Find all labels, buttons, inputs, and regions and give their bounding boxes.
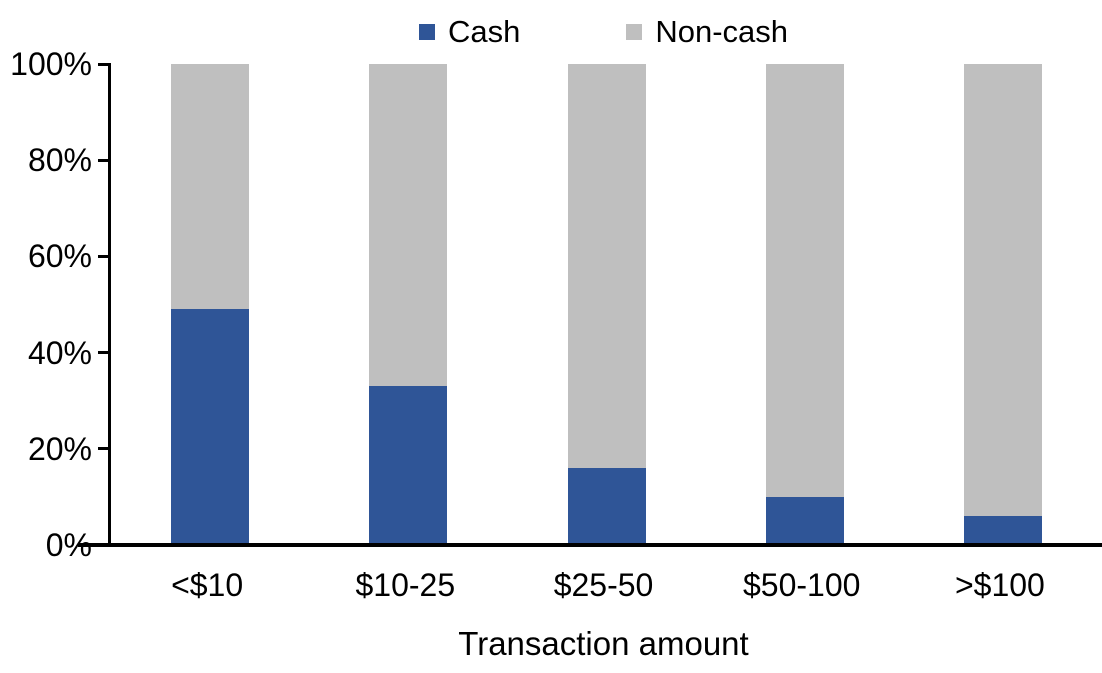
x-axis-title: Transaction amount — [458, 625, 749, 662]
non-cash-segment — [567, 64, 646, 469]
non-cash-segment — [963, 64, 1042, 517]
x-tick-label: $50-100 — [742, 567, 861, 603]
bar-slot — [507, 64, 705, 545]
stacked-bar-2 — [369, 64, 448, 545]
stacked-bar-1 — [171, 64, 250, 545]
cash-swatch-icon — [418, 24, 435, 40]
stacked-bar-3 — [567, 64, 646, 545]
legend-item-non-cash: Non-cash — [626, 12, 788, 52]
cash-segment — [369, 386, 448, 545]
x-tick-label: $10-25 — [355, 567, 456, 603]
non-cash-segment — [171, 64, 250, 310]
non-cash-swatch-icon — [626, 24, 643, 40]
y-axis-labels: 0% 20% 40% 60% 80% 100% — [0, 47, 92, 562]
stacked-bar-5 — [963, 64, 1042, 545]
legend: Cash Non-cash — [108, 12, 1099, 52]
y-tick-label: 40% — [27, 334, 92, 371]
y-tick-mark — [98, 351, 111, 355]
non-cash-segment — [369, 64, 448, 387]
stacked-bar-4 — [765, 64, 844, 545]
y-tick-label: 80% — [27, 142, 92, 179]
y-tick-label: 60% — [27, 238, 92, 275]
bars-container — [111, 64, 1102, 545]
cash-segment — [963, 516, 1042, 545]
bar-slot — [111, 64, 309, 545]
y-tick-label: 20% — [27, 430, 92, 467]
x-axis-labels: <$10 $10-25 $25-50 $50-100 >$100 — [108, 566, 1099, 604]
x-tick-label: >$100 — [954, 567, 1045, 603]
x-axis-line — [78, 543, 1102, 547]
legend-item-cash: Cash — [418, 12, 521, 52]
y-tick-mark — [98, 447, 111, 451]
y-tick-mark — [98, 158, 111, 162]
legend-label-cash: Cash — [447, 14, 521, 49]
y-tick-label: 100% — [10, 46, 92, 82]
bar-slot — [904, 64, 1102, 545]
y-tick-mark — [98, 62, 111, 66]
x-tick-label: $25-50 — [553, 567, 654, 603]
bar-slot — [706, 64, 904, 545]
cash-segment — [567, 468, 646, 545]
legend-label-non-cash: Non-cash — [655, 14, 789, 49]
x-tick-label: <$10 — [171, 567, 244, 603]
cash-segment — [765, 496, 844, 545]
bar-slot — [309, 64, 507, 545]
y-tick-mark — [98, 254, 111, 258]
non-cash-segment — [765, 64, 844, 497]
cash-segment — [171, 309, 250, 545]
plot-area — [78, 62, 1102, 547]
